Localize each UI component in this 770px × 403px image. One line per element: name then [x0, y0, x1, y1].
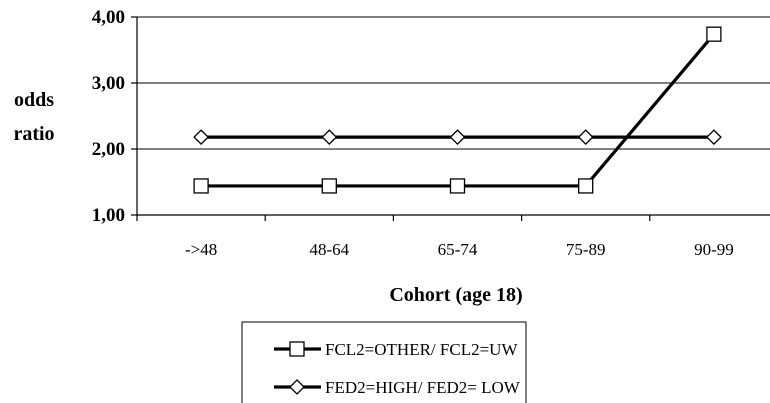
- legend-label: FCL2=OTHER/ FCL2=UW: [325, 340, 518, 359]
- gridlines: [137, 16, 770, 150]
- y-tick-labels: 1,00 2,00 3,00 4,00: [92, 7, 125, 226]
- series-point: [577, 129, 594, 146]
- legend-label: FED2=HIGH/ FED2= LOW: [325, 378, 521, 397]
- x-tick-label: 48-64: [309, 240, 349, 259]
- series-point: [705, 129, 722, 146]
- series-point: [193, 178, 209, 194]
- x-axis-label: Cohort (age 18): [389, 284, 522, 306]
- series-1: [193, 129, 722, 146]
- series-point: [321, 129, 338, 146]
- x-tick-label: ->48: [185, 240, 217, 259]
- x-tick-label: 90-99: [694, 240, 734, 259]
- series-lines: [193, 26, 722, 194]
- series-line: [201, 33, 716, 188]
- x-tick-label: 75-89: [566, 240, 606, 259]
- y-axis-label-line1: odds: [14, 89, 54, 111]
- series-point: [449, 178, 466, 194]
- y-axis-label-line2: ratio: [13, 123, 54, 145]
- legend-item: FED2=HIGH/ FED2= LOW: [274, 378, 521, 397]
- series-point: [706, 26, 722, 42]
- y-tick-label: 3,00: [92, 73, 125, 94]
- series-0: [193, 26, 722, 194]
- series-point: [289, 341, 305, 357]
- series-point: [193, 129, 210, 146]
- series-point: [321, 178, 337, 194]
- y-tick-label: 4,00: [92, 7, 125, 28]
- axes: [131, 16, 770, 221]
- series-point: [289, 379, 305, 395]
- legend-item: FCL2=OTHER/ FCL2=UW: [274, 340, 518, 359]
- legend-box: [241, 321, 527, 403]
- y-tick-label: 1,00: [92, 205, 125, 226]
- series-point: [578, 178, 594, 194]
- y-tick-label: 2,00: [92, 139, 125, 160]
- legend: FCL2=OTHER/ FCL2=UW FED2=HIGH/ FED2= LOW: [241, 321, 527, 403]
- series-point: [449, 129, 466, 146]
- x-tick-labels: ->48 48-64 65-74 75-89 90-99: [185, 240, 734, 259]
- x-tick-label: 65-74: [438, 240, 478, 259]
